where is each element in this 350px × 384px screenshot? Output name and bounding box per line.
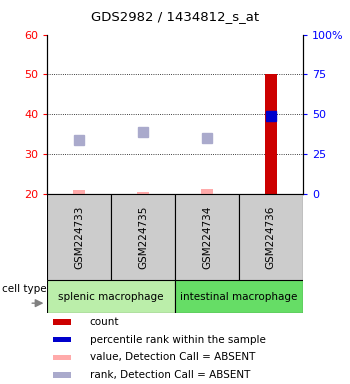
- Bar: [265, 74, 276, 194]
- Bar: [53, 354, 71, 360]
- Text: percentile rank within the sample: percentile rank within the sample: [90, 334, 266, 344]
- Text: splenic macrophage: splenic macrophage: [58, 291, 164, 302]
- Text: value, Detection Call = ABSENT: value, Detection Call = ABSENT: [90, 353, 255, 362]
- Bar: [201, 189, 213, 194]
- Text: GDS2982 / 1434812_s_at: GDS2982 / 1434812_s_at: [91, 10, 259, 23]
- Bar: [53, 319, 71, 325]
- Bar: [53, 337, 71, 343]
- Text: GSM224736: GSM224736: [266, 205, 276, 269]
- Bar: [47, 194, 111, 280]
- Bar: [239, 194, 303, 280]
- Text: GSM224733: GSM224733: [74, 205, 84, 269]
- Text: rank, Detection Call = ABSENT: rank, Detection Call = ABSENT: [90, 370, 250, 380]
- Text: count: count: [90, 317, 119, 327]
- Text: GSM224735: GSM224735: [138, 205, 148, 269]
- Bar: [47, 280, 175, 313]
- Bar: [74, 190, 85, 194]
- Bar: [137, 192, 149, 194]
- Bar: [111, 194, 175, 280]
- Bar: [53, 372, 71, 378]
- Bar: [175, 194, 239, 280]
- Text: GSM224734: GSM224734: [202, 205, 212, 269]
- Text: cell type: cell type: [2, 285, 47, 295]
- Text: intestinal macrophage: intestinal macrophage: [180, 291, 298, 302]
- Bar: [175, 280, 303, 313]
